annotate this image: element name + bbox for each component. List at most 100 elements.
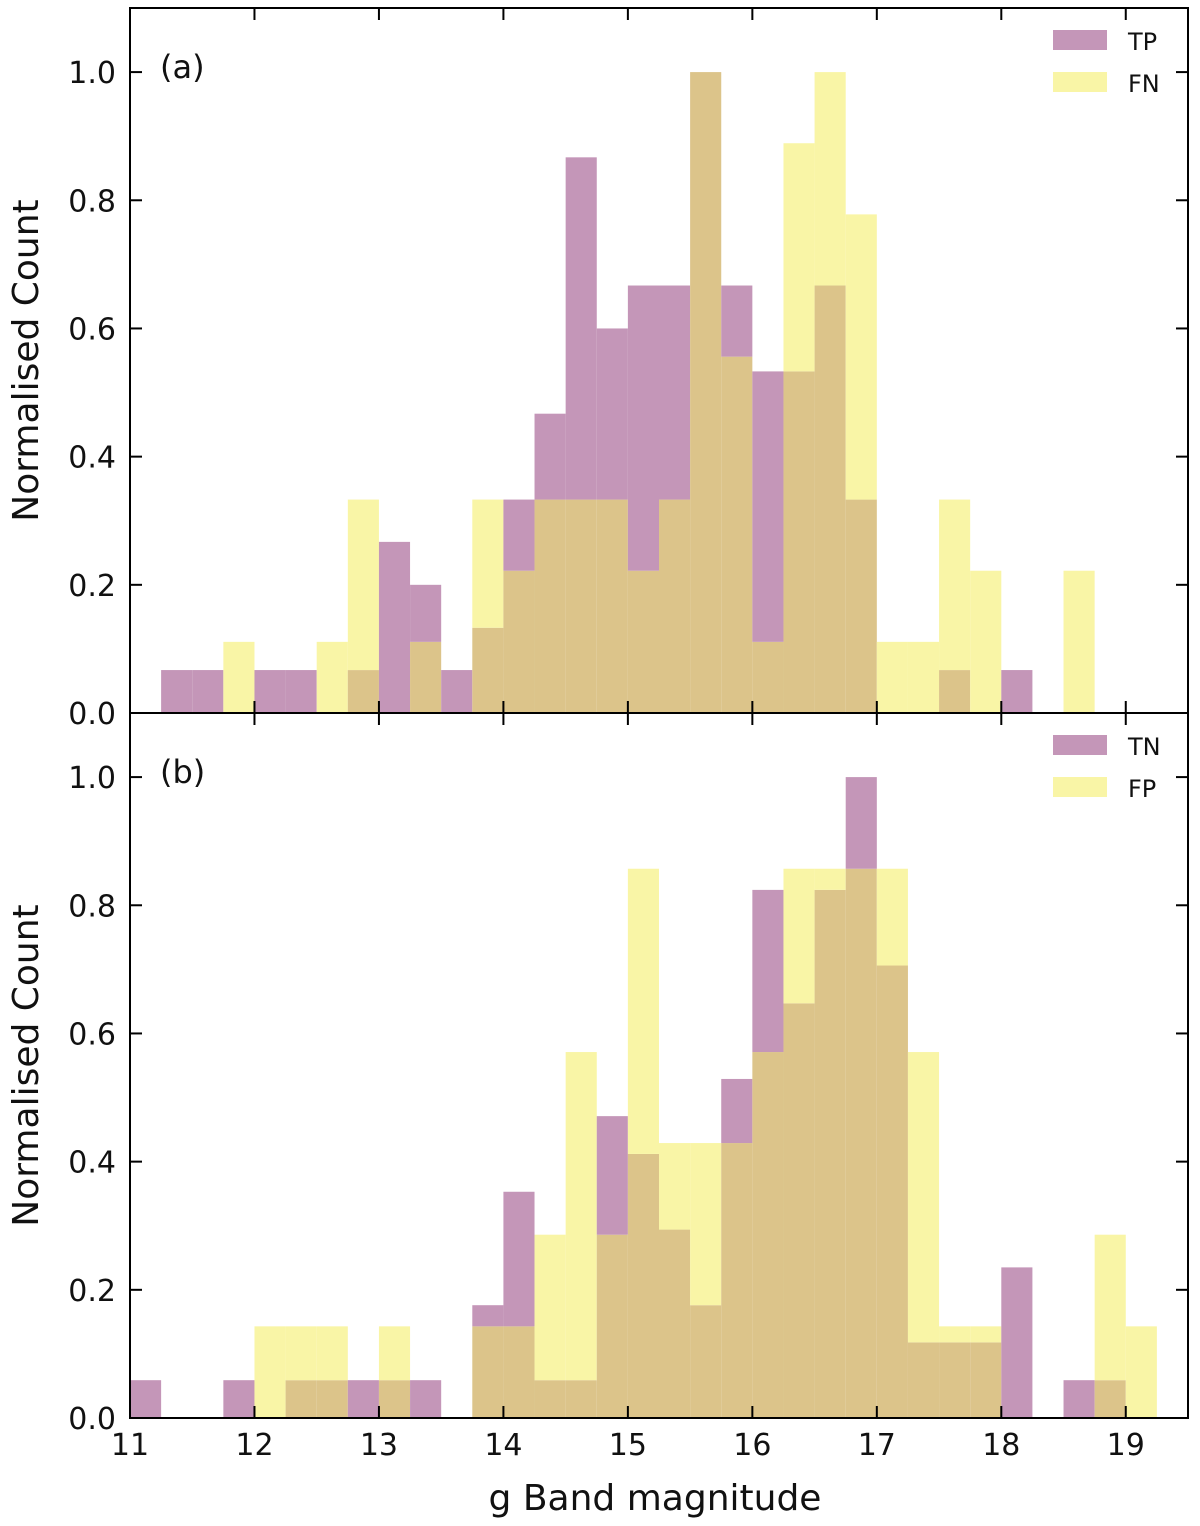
panel-a-ylabel: Normalised Count xyxy=(6,199,47,521)
panel-a-overlap-bar xyxy=(752,641,784,713)
panel-a-y-tick-label: 0.4 xyxy=(68,441,116,476)
panel-a-bar-fn xyxy=(1063,570,1095,713)
x-tick-label: 11 xyxy=(111,1428,149,1463)
panel-b-y-tick-label: 0.8 xyxy=(68,889,116,924)
panel-a-overlap-bar xyxy=(814,285,846,713)
panel-a-bar-tp xyxy=(752,371,784,642)
panel-b-bar-tn xyxy=(845,777,877,869)
panel-b-overlap-bar xyxy=(534,1380,566,1418)
panel-a-bar-fn xyxy=(876,641,908,713)
x-tick-label: 15 xyxy=(609,1428,647,1463)
panel-b-y-tick-label: 0.4 xyxy=(68,1146,116,1181)
panel-a-bar-tp xyxy=(565,157,597,500)
panel-b-bar-fp xyxy=(285,1326,317,1381)
panel-a-y-tick-label: 0.8 xyxy=(68,184,116,219)
legend-swatch-tn xyxy=(1053,735,1107,755)
panel-a-bar-fn xyxy=(907,641,940,713)
panel-b-y-tick-label: 0.6 xyxy=(68,1017,116,1052)
panel-b-bar-tn xyxy=(130,1380,162,1418)
panel-a: 0.00.20.40.60.81.0 (a) Normalised Count … xyxy=(6,7,1189,732)
panel-a-bar-fn xyxy=(970,570,1002,713)
panel-b-bar-fp xyxy=(939,1326,971,1343)
x-tick-label: 16 xyxy=(733,1428,771,1463)
panel-a-ticks xyxy=(129,8,1188,714)
panel-a-bar-fn xyxy=(939,499,971,671)
panel-b-bar-tn xyxy=(223,1380,255,1418)
panel-b-bar-tn xyxy=(347,1380,379,1418)
panel-a-bars xyxy=(161,72,1095,713)
panel-a-y-tick-label: 0.6 xyxy=(68,312,116,347)
panel-a-y-tick-label: 0.0 xyxy=(68,697,116,732)
panel-a-bar-fn xyxy=(316,641,348,713)
panel-b-ticks xyxy=(129,713,1188,1419)
panel-b-overlap-bar xyxy=(659,1229,691,1418)
panel-b-bar-tn xyxy=(752,889,784,1053)
panel-b-ytick-labels: 0.0 0.2 0.4 0.6 0.8 1.0 xyxy=(68,761,116,1437)
x-tick-label: 12 xyxy=(235,1428,273,1463)
panel-a-bar-tp xyxy=(254,670,286,713)
panel-b-bar-fp xyxy=(254,1326,286,1418)
panel-b-overlap-bar xyxy=(285,1380,317,1418)
panel-a-bar-fn xyxy=(783,143,815,372)
panel-b-bar-fp xyxy=(970,1326,1002,1343)
legend-label-tp: TP xyxy=(1127,28,1157,56)
x-tick-label: 14 xyxy=(484,1428,522,1463)
panel-b-overlap-bar xyxy=(378,1380,411,1418)
panel-a-overlap-bar xyxy=(690,72,722,713)
panel-a-bar-tp xyxy=(659,285,691,500)
panel-b-bar-tn xyxy=(472,1305,504,1327)
panel-a-bar-fn xyxy=(347,499,379,671)
panel-a-ytick-labels: 0.0 0.2 0.4 0.6 0.8 1.0 xyxy=(68,56,116,732)
panel-a-bar-tp xyxy=(627,285,659,571)
panel-a-overlap-bar xyxy=(565,499,597,713)
panel-a-bar-tp xyxy=(503,499,535,571)
panel-b-bar-fp xyxy=(907,1052,940,1343)
legend-label-fn: FN xyxy=(1128,70,1160,98)
panel-b-bar-fp xyxy=(659,1143,691,1230)
panel-b-bar-tn xyxy=(596,1116,628,1235)
panel-a-bar-tp xyxy=(410,584,442,642)
panel-a-overlap-bar xyxy=(596,499,628,713)
panel-b-bar-fp xyxy=(876,868,908,966)
panel-b-bars xyxy=(130,777,1157,1418)
panel-a-bar-tp xyxy=(721,285,753,357)
panel-a-bar-tp xyxy=(596,328,628,500)
panel-b-overlap-bar xyxy=(565,1380,597,1418)
panel-b-y-tick-label: 1.0 xyxy=(68,761,116,796)
panel-b-bar-fp xyxy=(1125,1326,1157,1418)
panel-b-bar-fp xyxy=(1094,1234,1126,1381)
panel-b-bar-fp xyxy=(814,868,846,890)
legend-swatch-fn xyxy=(1053,72,1107,92)
panel-a-bar-tp xyxy=(285,670,317,713)
panel-b-overlap-bar xyxy=(970,1342,1002,1418)
x-axis-label: g Band magnitude xyxy=(489,1478,822,1519)
panel-b-frame xyxy=(129,712,1189,1419)
panel-b-bar-fp xyxy=(783,868,815,1004)
panel-a-overlap-bar xyxy=(410,641,442,713)
panel-a-overlap-bar xyxy=(503,570,535,713)
panel-b-label: (b) xyxy=(160,753,205,791)
panel-b-bar-tn xyxy=(721,1078,753,1144)
x-tick-label: 17 xyxy=(858,1428,896,1463)
panel-b-overlap-bar xyxy=(721,1143,753,1418)
panel-a-bar-tp xyxy=(1001,670,1033,713)
x-tick-label: 19 xyxy=(1107,1428,1145,1463)
panel-b-overlap-bar xyxy=(752,1052,784,1418)
panel-b-overlap-bar xyxy=(596,1234,628,1418)
panel-b-bar-fp xyxy=(565,1052,597,1381)
panel-a-bar-tp xyxy=(441,670,473,713)
panel-a-overlap-bar xyxy=(347,670,379,713)
panel-a-bar-tp xyxy=(378,541,411,713)
panel-b-overlap-bar xyxy=(627,1153,659,1418)
panel-a-y-tick-label: 0.2 xyxy=(68,569,116,604)
panel-b-y-tick-label: 0.0 xyxy=(68,1402,116,1437)
panel-a-overlap-bar xyxy=(627,570,659,713)
panel-a-bar-tp xyxy=(192,670,224,713)
panel-b-y-tick-label: 0.2 xyxy=(68,1274,116,1309)
panel-b-bar-fp xyxy=(316,1326,348,1381)
panel-b-bar-fp xyxy=(378,1326,411,1381)
panel-b-overlap-bar xyxy=(845,868,877,1418)
panel-b-bar-tn xyxy=(503,1191,535,1327)
legend-label-fp: FP xyxy=(1128,775,1156,803)
